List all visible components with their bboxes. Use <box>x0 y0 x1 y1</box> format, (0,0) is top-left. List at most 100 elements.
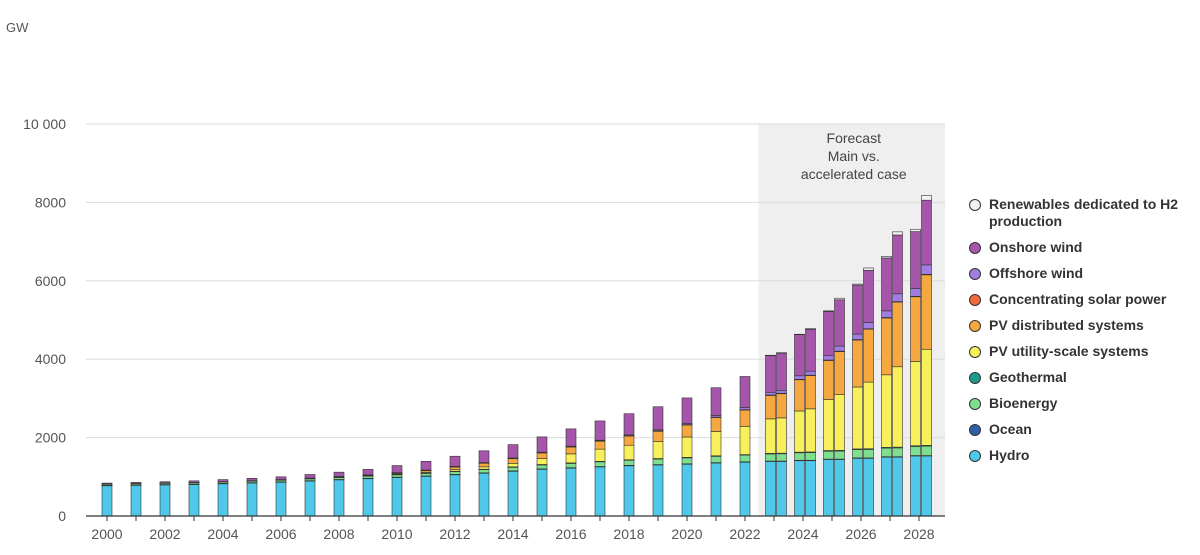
bar-segment <box>507 467 519 472</box>
legend-item: Concentrating solar power <box>966 291 1196 308</box>
y-tick-label: 8000 <box>35 194 66 210</box>
bar-segment <box>710 431 722 457</box>
bar-segment <box>776 390 787 394</box>
bar-stack <box>794 333 805 517</box>
bar-stack <box>565 428 577 517</box>
bar-stack <box>362 469 374 517</box>
bar-segment <box>478 466 490 470</box>
bar-segment <box>910 446 921 456</box>
bar-segment <box>507 444 519 459</box>
bar-segment <box>217 483 229 517</box>
legend-item: PV utility-scale systems <box>966 343 1196 360</box>
bar-segment <box>892 293 903 302</box>
bar-segment <box>852 284 863 335</box>
bar-segment <box>863 267 874 271</box>
bar-stack <box>449 455 461 517</box>
bar-segment <box>776 352 787 354</box>
bar-stack <box>507 444 519 517</box>
bar-segment <box>852 339 863 388</box>
bar-segment <box>362 478 374 517</box>
bar-segment <box>852 333 863 340</box>
bar-segment <box>739 426 751 455</box>
y-tick-label: 2000 <box>35 430 66 446</box>
bar-segment <box>681 436 693 458</box>
bar-stack <box>863 267 874 517</box>
bar-segment <box>776 460 787 517</box>
bar-stack <box>188 480 200 517</box>
bar-segment <box>275 481 287 517</box>
bar-segment <box>805 408 816 453</box>
bar-segment <box>710 417 722 432</box>
forecast-label-line: Main vs. <box>828 148 880 164</box>
bar-segment <box>652 406 664 431</box>
y-tick-label: 0 <box>58 508 66 524</box>
bar-stack <box>739 376 751 517</box>
bar-segment <box>449 474 461 517</box>
bar-segment <box>765 354 776 357</box>
bar-segment <box>794 379 805 412</box>
x-tick-label: 2026 <box>845 526 876 542</box>
x-tick-label: 2000 <box>91 526 122 542</box>
stacked-bar-chart: 0 2000 4000 6000 8000 10 000 2000 2002 2004 2006… <box>23 116 945 542</box>
legend-swatch <box>969 450 981 462</box>
bar-segment <box>304 480 316 517</box>
bar-segment <box>852 386 863 450</box>
bar-segment <box>823 399 834 451</box>
bar-segment <box>892 366 903 448</box>
x-tick-label: 2004 <box>207 526 238 542</box>
legend-item: PV distributed systems <box>966 317 1196 334</box>
bar-segment <box>478 469 490 474</box>
bar-segment <box>823 355 834 361</box>
unit-label: GW <box>6 20 29 35</box>
bar-segment <box>892 301 903 368</box>
bar-segment <box>420 461 432 471</box>
bar-segment <box>881 317 892 376</box>
bar-segment <box>246 482 258 517</box>
bar-segment <box>834 297 845 301</box>
bar-segment <box>823 450 834 460</box>
legend-label: Renewables dedicated to H2 production <box>989 196 1179 229</box>
bar-segment <box>652 430 664 442</box>
bar-segment <box>921 455 932 517</box>
bar-segment <box>565 446 577 455</box>
bar-segment <box>921 195 932 201</box>
bar-stack <box>246 477 258 517</box>
x-tick-label: 2002 <box>149 526 180 542</box>
forecast-label-line: Forecast <box>827 130 882 146</box>
forecast-label-line: accelerated case <box>801 166 907 182</box>
bar-segment <box>921 445 932 456</box>
bar-segment <box>565 453 577 464</box>
legend-item: Hydro <box>966 447 1196 464</box>
bar-stack <box>391 465 403 517</box>
bar-segment <box>623 413 635 436</box>
bar-segment <box>449 471 461 475</box>
legend-label: Bioenergy <box>989 395 1058 411</box>
bar-segment <box>805 460 816 517</box>
bar-segment <box>910 231 921 289</box>
bar-segment <box>652 464 664 517</box>
bar-stack <box>776 352 787 517</box>
bar-stack <box>834 297 845 517</box>
bar-segment <box>794 452 805 461</box>
bar-segment <box>805 328 816 372</box>
x-tick-label: 2014 <box>497 526 528 542</box>
bar-stack <box>333 471 345 517</box>
y-axis: 0 2000 4000 6000 8000 10 000 <box>23 116 66 524</box>
bar-segment <box>623 435 635 446</box>
legend-swatch <box>969 294 981 306</box>
bar-segment <box>565 428 577 447</box>
bar-segment <box>823 360 834 400</box>
legend-swatch <box>969 268 981 280</box>
bar-segment <box>765 460 776 517</box>
bar-segment <box>623 444 635 461</box>
bar-segment <box>623 465 635 517</box>
x-tick-label: 2010 <box>381 526 412 542</box>
bar-segment <box>852 283 863 286</box>
x-axis: 2000 2002 2004 2006 2008 2010 2012 2014 2016 2018… <box>86 515 945 542</box>
x-tick-label: 2018 <box>613 526 644 542</box>
bar-segment <box>863 328 874 383</box>
bar-segment <box>710 462 722 517</box>
bar-segment <box>852 449 863 459</box>
bar-segment <box>892 231 903 236</box>
bar-stack <box>805 328 816 517</box>
